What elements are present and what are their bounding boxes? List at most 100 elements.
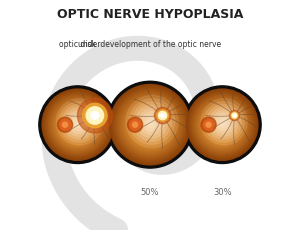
Circle shape [144, 119, 156, 130]
Circle shape [205, 107, 240, 143]
Circle shape [139, 108, 165, 134]
Circle shape [194, 96, 251, 153]
Circle shape [129, 104, 171, 146]
Circle shape [214, 117, 230, 133]
Circle shape [63, 110, 92, 139]
Circle shape [91, 112, 99, 119]
Circle shape [190, 93, 254, 157]
Circle shape [61, 108, 94, 141]
Circle shape [58, 106, 97, 144]
Circle shape [127, 101, 173, 148]
Circle shape [212, 110, 236, 134]
Circle shape [161, 114, 164, 117]
Circle shape [44, 91, 112, 159]
Circle shape [51, 98, 104, 151]
Circle shape [138, 113, 162, 137]
Circle shape [217, 120, 227, 130]
Circle shape [129, 99, 175, 144]
Circle shape [65, 107, 94, 136]
Circle shape [206, 108, 239, 141]
Circle shape [199, 101, 246, 148]
Circle shape [44, 91, 111, 158]
Circle shape [68, 110, 91, 134]
Circle shape [46, 93, 109, 156]
Circle shape [57, 104, 98, 145]
Circle shape [119, 94, 181, 155]
Circle shape [47, 94, 108, 155]
Circle shape [126, 100, 174, 149]
Circle shape [207, 110, 237, 140]
Circle shape [157, 110, 168, 121]
Circle shape [124, 98, 176, 151]
Circle shape [184, 86, 261, 164]
Circle shape [209, 112, 235, 137]
Circle shape [190, 92, 255, 158]
Text: OPTIC NERVE HYPOPLASIA: OPTIC NERVE HYPOPLASIA [57, 8, 243, 21]
Circle shape [71, 118, 84, 131]
Circle shape [126, 95, 178, 148]
Circle shape [71, 113, 88, 131]
Circle shape [68, 116, 87, 134]
Circle shape [215, 113, 233, 131]
Circle shape [212, 115, 232, 135]
Circle shape [232, 113, 237, 118]
Circle shape [137, 112, 163, 137]
Circle shape [128, 103, 172, 146]
Circle shape [111, 85, 189, 164]
Circle shape [200, 102, 245, 147]
Circle shape [106, 81, 194, 168]
Circle shape [73, 120, 83, 130]
Text: 30%: 30% [213, 188, 232, 197]
Circle shape [221, 119, 227, 125]
Circle shape [62, 109, 93, 140]
Circle shape [219, 121, 226, 128]
Circle shape [56, 103, 99, 146]
Circle shape [192, 94, 253, 155]
Circle shape [222, 124, 223, 125]
Circle shape [74, 121, 81, 128]
Circle shape [195, 98, 249, 152]
Circle shape [77, 98, 112, 133]
Circle shape [55, 102, 100, 147]
Circle shape [122, 97, 178, 153]
Circle shape [53, 100, 102, 149]
Circle shape [139, 113, 161, 136]
Circle shape [62, 104, 97, 139]
Circle shape [188, 91, 256, 159]
Circle shape [204, 102, 244, 142]
Circle shape [69, 116, 86, 133]
Circle shape [58, 117, 73, 132]
Circle shape [77, 124, 78, 125]
Circle shape [132, 107, 168, 142]
Circle shape [220, 122, 225, 128]
Circle shape [145, 120, 155, 130]
Circle shape [63, 110, 93, 140]
Circle shape [117, 92, 183, 158]
Circle shape [74, 116, 85, 128]
Circle shape [201, 99, 247, 145]
Circle shape [62, 122, 68, 127]
Circle shape [135, 109, 165, 140]
Circle shape [124, 99, 176, 150]
Circle shape [50, 97, 105, 152]
Circle shape [203, 106, 242, 144]
Circle shape [128, 117, 143, 132]
Circle shape [197, 100, 247, 150]
Circle shape [131, 105, 169, 144]
Circle shape [75, 122, 80, 128]
Circle shape [113, 88, 187, 162]
Circle shape [218, 116, 230, 128]
Circle shape [56, 103, 100, 147]
Circle shape [76, 123, 79, 126]
Circle shape [60, 120, 70, 130]
Circle shape [148, 123, 152, 126]
Circle shape [132, 102, 172, 141]
Circle shape [52, 99, 103, 150]
Circle shape [115, 89, 185, 160]
Circle shape [53, 100, 103, 150]
Circle shape [216, 118, 229, 131]
Circle shape [58, 105, 98, 145]
Circle shape [200, 103, 244, 147]
Circle shape [203, 120, 214, 130]
Circle shape [140, 115, 160, 134]
